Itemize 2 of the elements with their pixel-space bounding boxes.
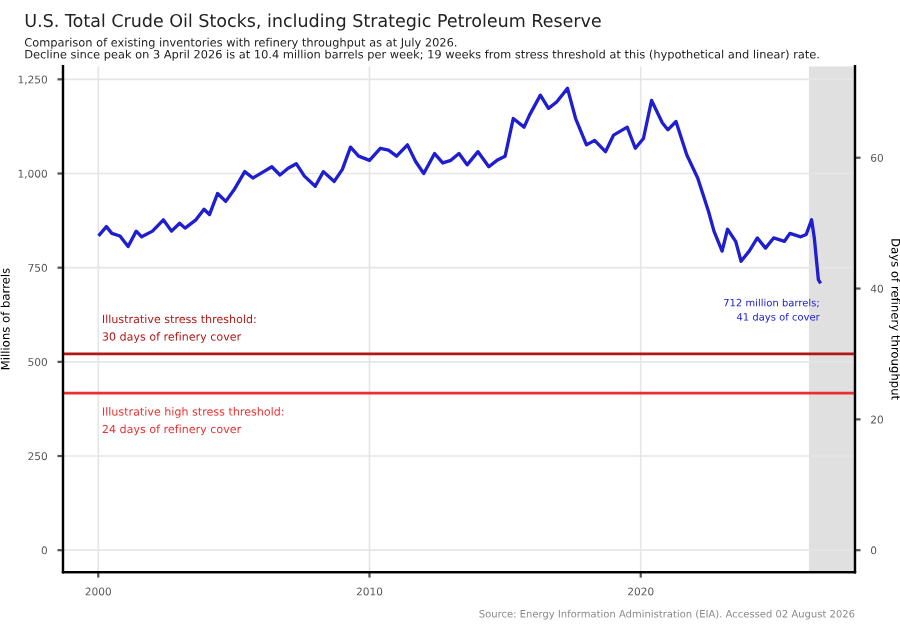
chart-title: U.S. Total Crude Oil Stocks, including Strategic Petroleum Reserve [25,13,601,31]
line-series [97,86,822,284]
